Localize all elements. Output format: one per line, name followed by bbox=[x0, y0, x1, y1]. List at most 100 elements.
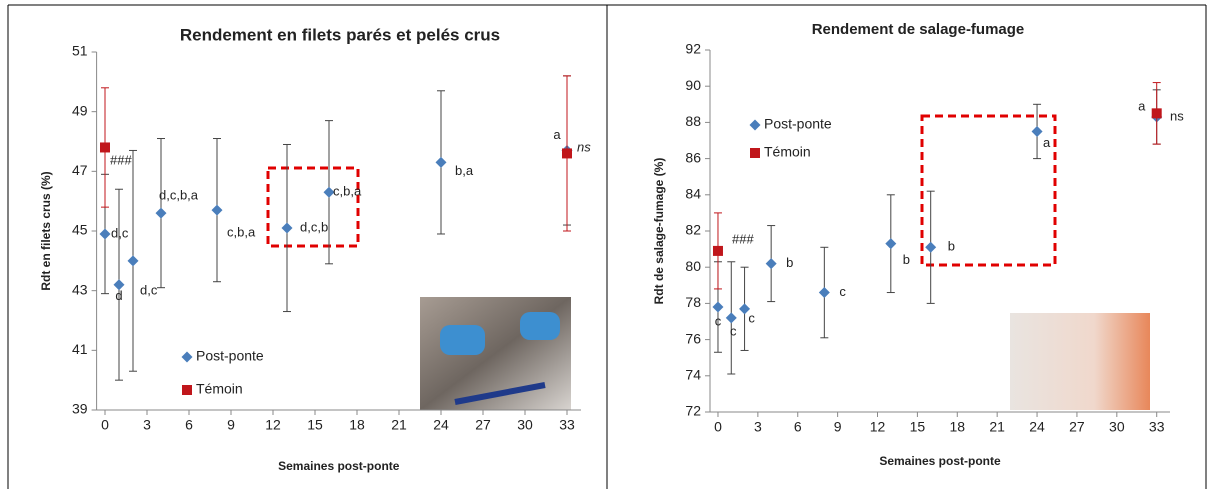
x-tick-label: 18 bbox=[349, 417, 365, 433]
point-label: c bbox=[839, 284, 846, 299]
y-tick-label: 84 bbox=[685, 186, 701, 202]
point bbox=[127, 255, 139, 267]
annotation: ns bbox=[577, 139, 591, 154]
point bbox=[925, 241, 937, 253]
x-tick-label: 33 bbox=[559, 417, 575, 433]
x-tick-label: 12 bbox=[870, 419, 886, 435]
x-axis-title: Semaines post-ponte bbox=[879, 454, 1001, 468]
point bbox=[1031, 125, 1043, 137]
point bbox=[100, 142, 110, 153]
point bbox=[712, 245, 723, 256]
point-label: c bbox=[748, 310, 755, 325]
annotation: ### bbox=[732, 231, 754, 246]
point bbox=[1151, 108, 1162, 119]
y-tick-label: 88 bbox=[685, 113, 701, 129]
y-tick-label: 82 bbox=[685, 222, 701, 238]
x-tick-label: 6 bbox=[794, 419, 802, 435]
legend-label: Témoin bbox=[196, 381, 243, 397]
x-tick-label: 21 bbox=[989, 419, 1005, 435]
point bbox=[323, 186, 335, 198]
x-tick-label: 6 bbox=[185, 417, 193, 433]
point bbox=[155, 207, 167, 219]
x-tick-label: 24 bbox=[433, 417, 449, 433]
y-tick-label: 39 bbox=[72, 401, 88, 417]
point-label: d,c bbox=[111, 225, 129, 240]
point bbox=[765, 258, 777, 270]
chart: 72 74 76 78 80 82 84 86 88 90 92 0 3 6 9 12 15 18 21 24 27 30… bbox=[652, 21, 1184, 468]
point bbox=[739, 303, 751, 315]
x-tick-label: 9 bbox=[227, 417, 235, 433]
point-label: a bbox=[553, 127, 561, 142]
point bbox=[725, 312, 737, 324]
x-tick-label: 3 bbox=[754, 419, 762, 435]
x-tick-label: 15 bbox=[307, 417, 323, 433]
annotation: ### bbox=[110, 152, 132, 167]
y-tick-label: 78 bbox=[685, 294, 701, 310]
point bbox=[885, 238, 897, 250]
glove bbox=[440, 325, 485, 355]
y-axis-title: Rdt de salage-fumage (%) bbox=[652, 158, 666, 305]
point-label: b bbox=[786, 255, 793, 270]
knife bbox=[454, 382, 546, 405]
y-tick-label: 80 bbox=[685, 258, 701, 274]
chart-title: Rendement en filets parés et pelés crus bbox=[180, 25, 500, 44]
y-axis-title: Rdt en filets crus (%) bbox=[39, 171, 53, 290]
chart: 39 41 43 45 47 49 51 0 3 6 9 12 15 18 21 24 27 30 33 Rendem… bbox=[39, 25, 591, 473]
frame bbox=[7, 4, 1207, 489]
x-tick-label: 24 bbox=[1029, 419, 1045, 435]
point-label: b bbox=[903, 252, 910, 267]
y-tick-label: 90 bbox=[685, 77, 701, 93]
x-tick-label: 18 bbox=[949, 419, 965, 435]
point-label: d,c bbox=[140, 282, 158, 297]
x-tick-label: 3 bbox=[143, 417, 151, 433]
y-tick-label: 74 bbox=[685, 367, 701, 383]
point bbox=[435, 156, 447, 168]
point-label: d bbox=[115, 288, 122, 303]
point-label: a bbox=[1138, 98, 1146, 113]
legend-marker bbox=[181, 351, 193, 363]
y-tick-label: 92 bbox=[685, 41, 701, 57]
point-label: c bbox=[730, 323, 737, 338]
point bbox=[281, 222, 293, 234]
highlight-box bbox=[920, 114, 1057, 267]
x-tick-label: 30 bbox=[517, 417, 533, 433]
y-tick-label: 51 bbox=[72, 43, 88, 59]
point bbox=[113, 279, 125, 291]
point-label: c bbox=[715, 313, 722, 328]
x-tick-label: 0 bbox=[714, 419, 722, 435]
point-label: c,b,a bbox=[333, 184, 362, 199]
y-tick-label: 41 bbox=[72, 341, 88, 357]
y-tick-label: 49 bbox=[72, 102, 88, 118]
point-label: a bbox=[1043, 135, 1051, 150]
point bbox=[211, 204, 223, 216]
y-tick-label: 47 bbox=[72, 162, 88, 178]
x-tick-label: 27 bbox=[1069, 419, 1085, 435]
legend-label: Post-ponte bbox=[196, 348, 264, 364]
y-tick-label: 43 bbox=[72, 281, 88, 297]
point bbox=[712, 301, 724, 313]
point-label: b,a bbox=[455, 163, 474, 178]
point-label: d,c,b,a bbox=[159, 188, 199, 203]
x-tick-label: 27 bbox=[475, 417, 491, 433]
x-tick-label: 0 bbox=[101, 417, 109, 433]
legend-label: Post-ponte bbox=[764, 116, 832, 132]
x-tick-label: 15 bbox=[910, 419, 926, 435]
point-label: d,c,b bbox=[300, 219, 328, 234]
y-tick-label: 76 bbox=[685, 330, 701, 346]
photo-salmon bbox=[1010, 313, 1150, 410]
legend-marker bbox=[749, 119, 761, 131]
glove bbox=[520, 312, 560, 340]
x-tick-label: 21 bbox=[391, 417, 407, 433]
y-tick-label: 72 bbox=[685, 403, 701, 419]
x-tick-label: 33 bbox=[1149, 419, 1165, 435]
x-tick-label: 12 bbox=[265, 417, 281, 433]
legend-marker bbox=[750, 148, 760, 158]
highlight-box bbox=[266, 166, 360, 248]
point-label: b bbox=[948, 239, 955, 254]
y-tick-label: 45 bbox=[72, 222, 88, 238]
annotation: ns bbox=[1170, 108, 1184, 123]
point bbox=[818, 287, 830, 299]
y-tick-label: 86 bbox=[685, 149, 701, 165]
